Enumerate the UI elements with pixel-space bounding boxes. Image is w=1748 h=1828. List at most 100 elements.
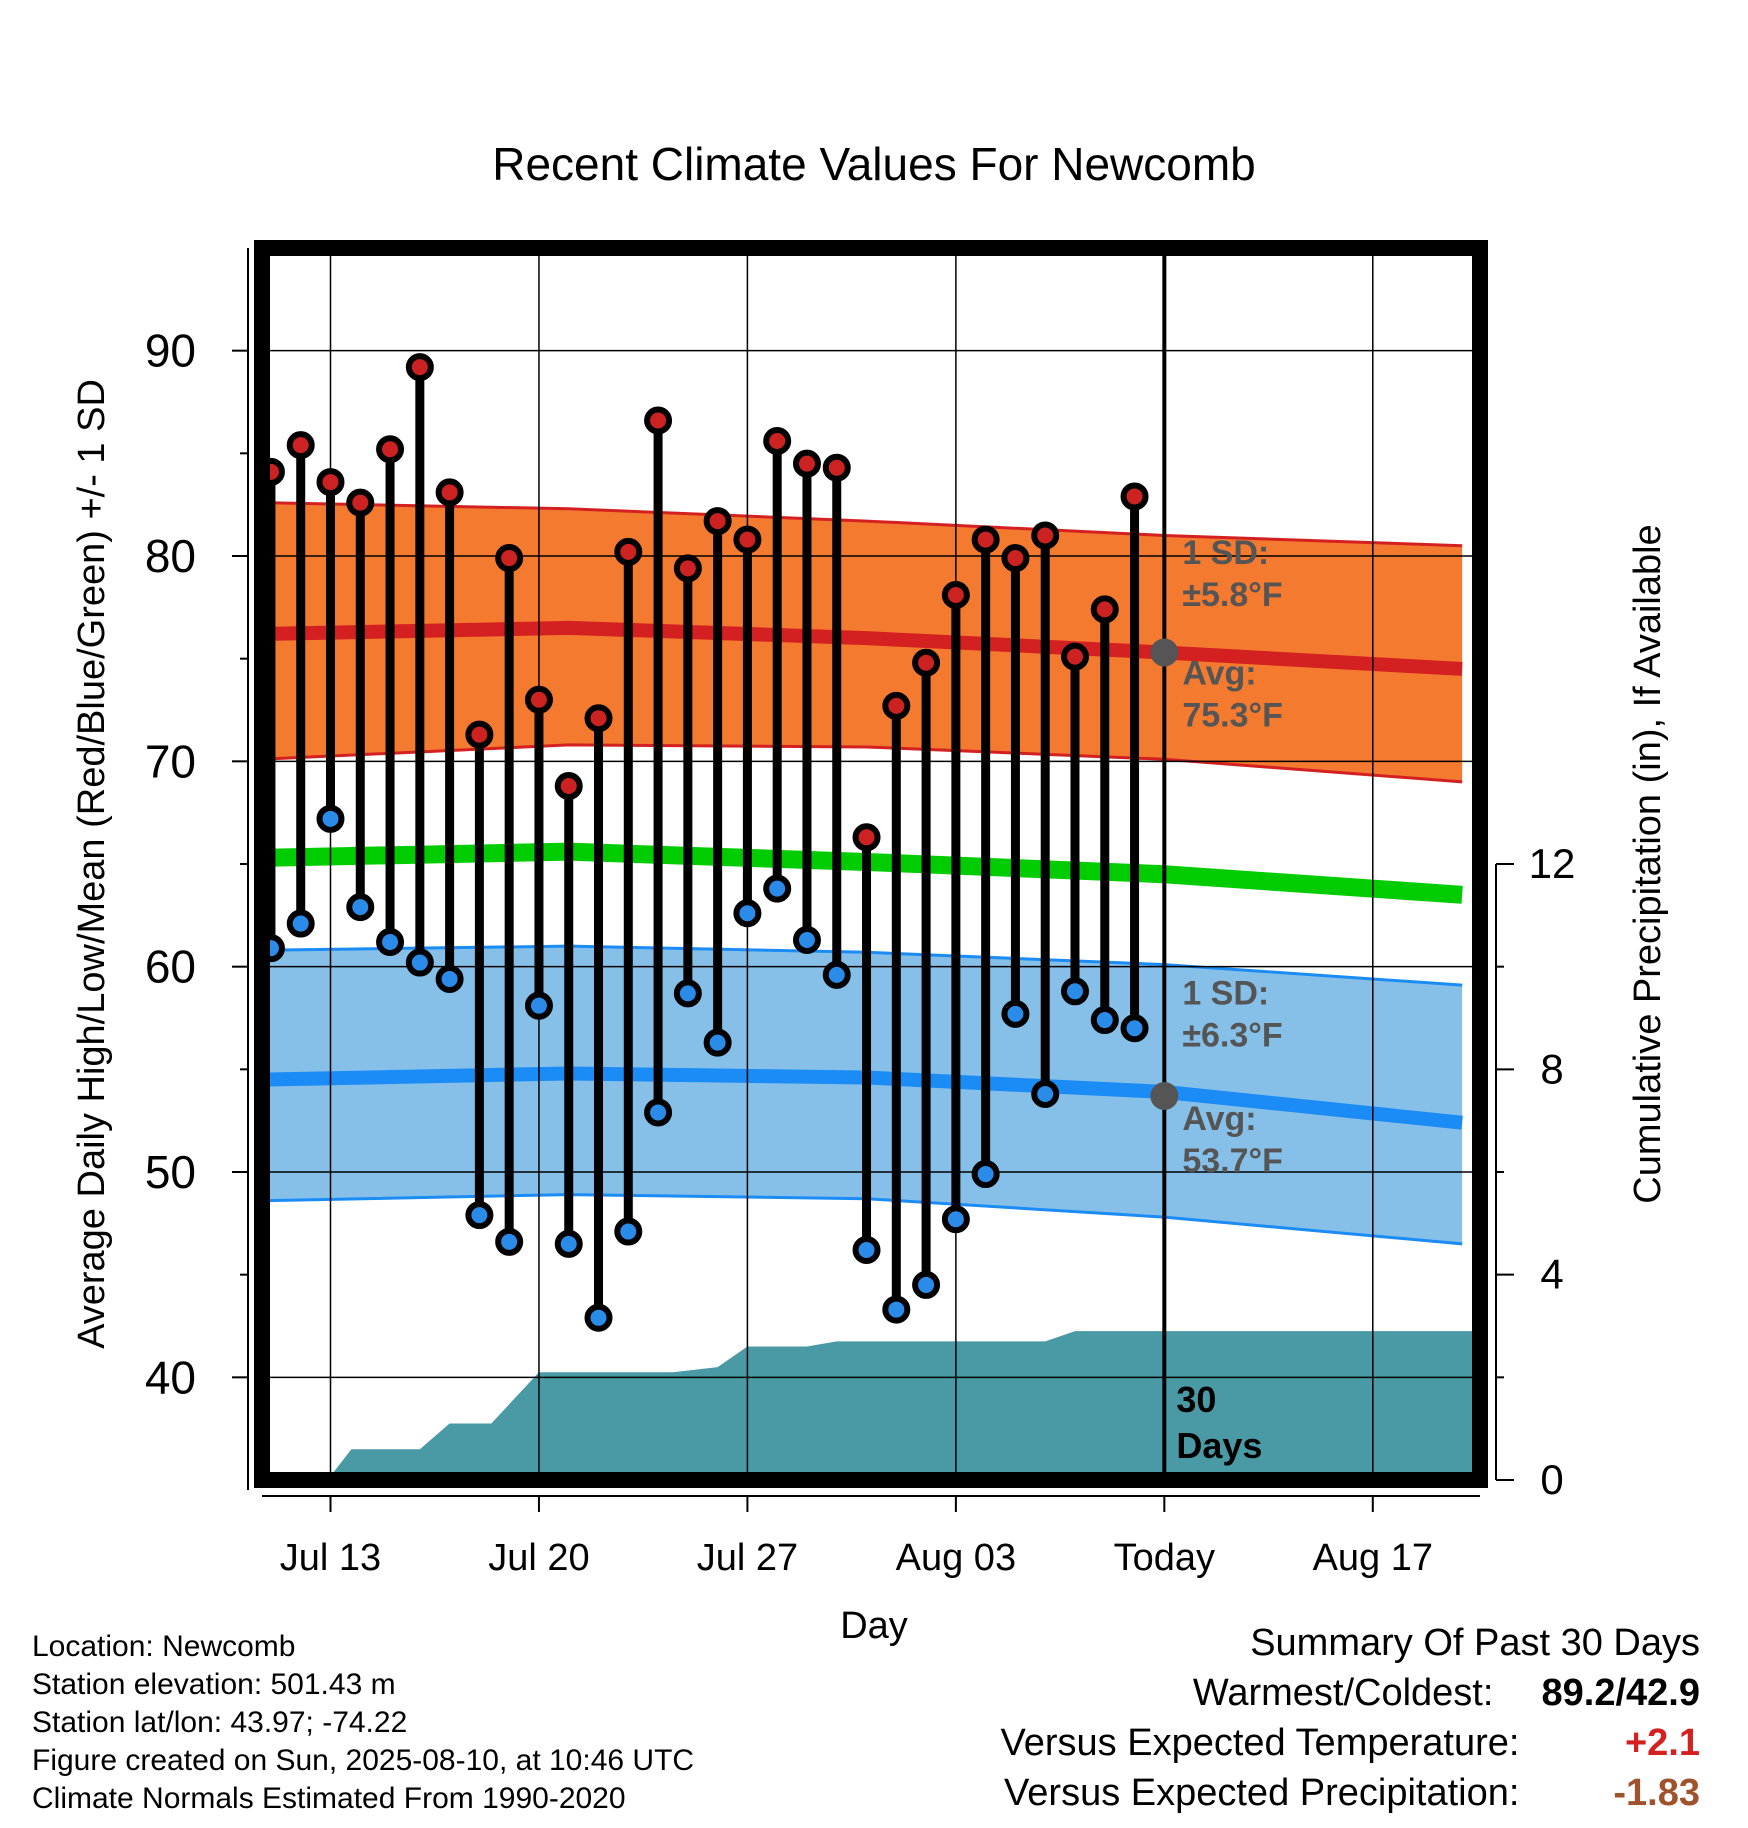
high-sd-label: ±5.8°F [1182, 576, 1282, 614]
daily-high-point [1120, 482, 1149, 511]
high-sd-upper-edge [261, 501, 1463, 548]
daily-high-point [286, 431, 315, 460]
chart-title: Recent Climate Values For Newcomb [492, 138, 1256, 190]
daily-high-point [554, 771, 583, 800]
daily-low-point [286, 909, 315, 938]
daily-low-point [1001, 999, 1030, 1028]
daily-low-point [852, 1236, 881, 1265]
y2-tick-label: 8 [1540, 1045, 1563, 1092]
high-avg-label: Avg: [1182, 655, 1256, 693]
summary-title: Summary Of Past 30 Days [1250, 1622, 1700, 1664]
summary-precip: Versus Expected Precipitation: -1.83 [1001, 1768, 1700, 1818]
y-tick-label: 90 [145, 325, 196, 377]
daily-low-point [703, 1028, 732, 1057]
daily-high-point [1060, 642, 1089, 671]
station-metadata: Location: Newcomb Station elevation: 501… [32, 1628, 694, 1818]
high-avg-label: 75.3°F [1182, 697, 1283, 735]
daily-high-point [584, 704, 613, 733]
x-axis-title: Day [840, 1605, 908, 1647]
daily-low-point [971, 1160, 1000, 1189]
location-text: Location: Newcomb [32, 1630, 296, 1663]
daily-high-point [346, 488, 375, 517]
daily-high-point [733, 525, 762, 554]
daily-high-point [792, 449, 821, 478]
y2-tick-label: 4 [1540, 1251, 1563, 1298]
summary-temp: Versus Expected Temperature: +2.1 [1001, 1718, 1700, 1768]
daily-low-point [644, 1098, 673, 1127]
daily-low-point [733, 899, 762, 928]
daily-high-point [435, 478, 464, 507]
x-tick-label: Aug 17 [1313, 1537, 1433, 1579]
daily-low-point [346, 893, 375, 922]
daily-high-point [316, 468, 345, 497]
precip-days-label: Days [1176, 1425, 1262, 1466]
latlon-text: Station lat/lon: 43.97; -74.22 [32, 1706, 408, 1739]
low-avg-label: Avg: [1182, 1100, 1256, 1138]
daily-low-point [376, 928, 405, 957]
daily-low-point [316, 804, 345, 833]
daily-low-point [584, 1303, 613, 1332]
daily-high-point [495, 544, 524, 573]
daily-low-point [405, 948, 434, 977]
y-tick-label: 70 [145, 735, 196, 787]
x-tick-label: Jul 20 [488, 1537, 589, 1579]
daily-low-point [495, 1227, 524, 1256]
daily-low-point [1120, 1014, 1149, 1043]
daily-low-point [673, 979, 702, 1008]
low-sd-label: ±6.3°F [1182, 1017, 1282, 1055]
plot-frame [254, 240, 1488, 1488]
daily-low-point [435, 964, 464, 993]
normals-text: Climate Normals Estimated From 1990-2020 [32, 1782, 626, 1815]
y2-tick-label: 12 [1529, 840, 1576, 887]
summary-warm-cold: Warmest/Coldest: 89.2/42.9 [1001, 1668, 1700, 1718]
daily-high-point [912, 648, 941, 677]
daily-high-point [703, 507, 732, 536]
temp-label: Versus Expected Temperature: [1000, 1722, 1520, 1764]
low-sd-label: 1 SD: [1182, 975, 1269, 1013]
precip-label: Versus Expected Precipitation: [1004, 1772, 1520, 1814]
daily-low-point [882, 1295, 911, 1324]
warm-cold-value: 89.2/42.9 [1541, 1672, 1700, 1714]
high-sd-lower-edge [261, 743, 1463, 784]
temp-value: +2.1 [1624, 1722, 1700, 1764]
x-tick-label: Aug 03 [896, 1537, 1016, 1579]
daily-high-point [1001, 544, 1030, 573]
x-tick-label: Jul 27 [697, 1537, 798, 1579]
y-tick-label: 80 [145, 530, 196, 582]
elevation-text: Station elevation: 501.43 m [32, 1668, 396, 1701]
high-sd-label: 1 SD: [1182, 534, 1269, 572]
daily-high-point [763, 427, 792, 456]
daily-low-point [792, 925, 821, 954]
normal-high-line [261, 620, 1463, 676]
created-text: Figure created on Sun, 2025-08-10, at 10… [32, 1744, 695, 1777]
daily-low-point [524, 991, 553, 1020]
daily-low-point [465, 1201, 494, 1230]
daily-high-point [1031, 521, 1060, 550]
daily-high-point [524, 685, 553, 714]
daily-high-point [673, 554, 702, 583]
daily-low-point [941, 1205, 970, 1234]
daily-low-point [763, 874, 792, 903]
daily-high-point [941, 581, 970, 610]
today-low-avg-point [1150, 1082, 1179, 1111]
daily-low-point [822, 960, 851, 989]
daily-high-point [822, 453, 851, 482]
warm-cold-label: Warmest/Coldest: [1192, 1672, 1494, 1714]
daily-high-point [971, 525, 1000, 554]
daily-high-point [852, 823, 881, 852]
daily-high-point [882, 691, 911, 720]
y-tick-label: 50 [145, 1146, 196, 1198]
today-high-avg-point [1150, 638, 1179, 667]
x-tick-label: Jul 13 [280, 1537, 381, 1579]
precip-days-label: 30 [1176, 1379, 1216, 1420]
daily-high-point [465, 720, 494, 749]
daily-low-point [1090, 1006, 1119, 1035]
daily-high-point [614, 537, 643, 566]
daily-low-point [614, 1217, 643, 1246]
y-tick-label: 60 [145, 941, 196, 993]
daily-low-point [912, 1270, 941, 1299]
precip-value: -1.83 [1613, 1772, 1700, 1814]
daily-high-point [405, 353, 434, 382]
summary-panel: Summary Of Past 30 Days Warmest/Coldest:… [1001, 1618, 1700, 1818]
